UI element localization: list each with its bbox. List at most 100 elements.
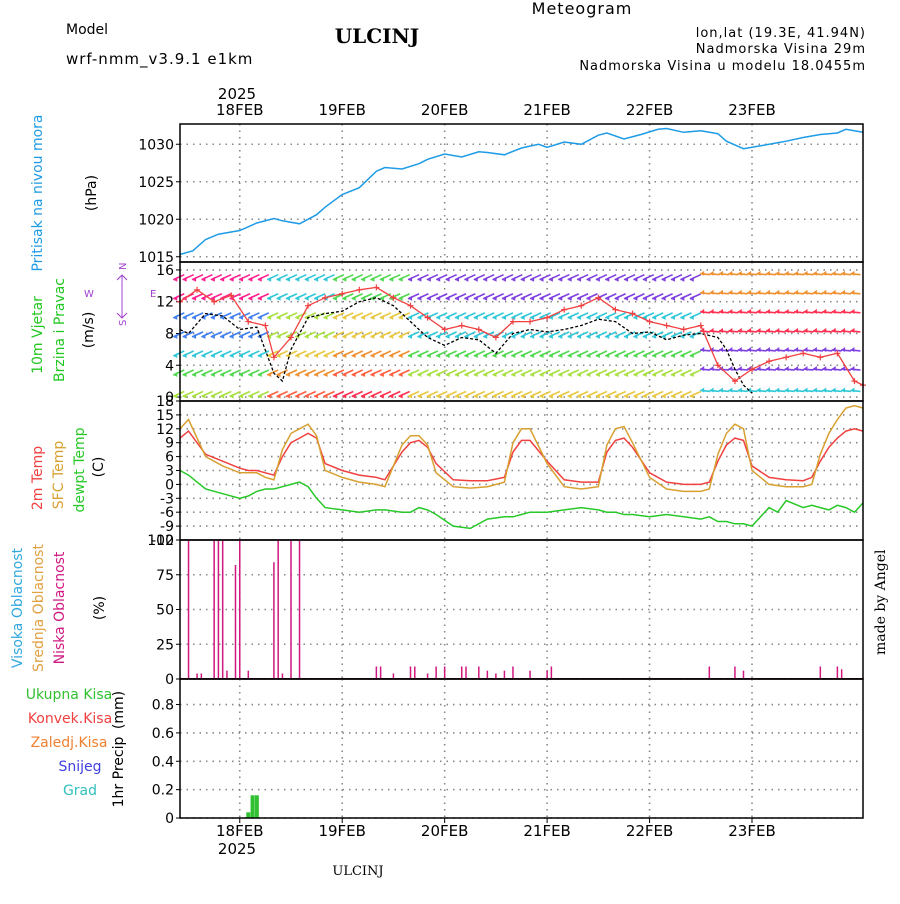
wind-gust-marker — [800, 350, 807, 357]
wind-arrow-head — [351, 372, 356, 378]
wind-arrow-head — [398, 352, 403, 358]
wind-gust-marker — [262, 322, 269, 329]
clouds-bar — [409, 666, 412, 679]
footer-station: ULCINJ — [332, 864, 383, 879]
wind-arrow-head — [379, 295, 384, 301]
wind-arrow-head — [229, 372, 234, 378]
wind-arrow-head — [700, 270, 705, 276]
compass-n: N — [118, 263, 129, 270]
temperature-ytick-label: -12 — [151, 533, 174, 549]
wind-arrow-head — [464, 295, 469, 301]
wind-arrow-head — [680, 372, 685, 378]
wind-arrow-head — [558, 276, 563, 282]
wind-arrow-head — [267, 333, 272, 339]
wind-arrow-head — [248, 372, 253, 378]
wind-arrow-head — [850, 327, 855, 333]
wind-arrow-head — [586, 393, 591, 399]
wind-arrow-head — [436, 352, 441, 358]
wind-arrow-head — [492, 295, 497, 301]
wind-arrow-head — [492, 372, 497, 378]
wind-arrow-head — [605, 333, 610, 339]
precip-ytick-label: 0.2 — [152, 783, 174, 799]
wind-arrow-head — [671, 276, 676, 282]
wind-arrow-head — [192, 276, 197, 282]
wind-gust-marker — [441, 326, 448, 333]
wind-arrow-head — [257, 393, 262, 399]
wind-arrow-head — [483, 393, 488, 399]
wind-arrow-head — [295, 372, 300, 378]
wind-arrow-head — [747, 289, 752, 295]
wind-arrow-head — [689, 372, 694, 378]
wind-arrow-head — [173, 295, 178, 301]
wind-arrow-head — [332, 393, 337, 399]
wind-arrow-head — [803, 366, 808, 372]
wind-arrow-head — [530, 295, 535, 301]
wind-arrow-head — [220, 276, 225, 282]
wind-arrow-head — [577, 295, 582, 301]
wind-arrow-head — [473, 276, 478, 282]
wind-arrow-head — [803, 270, 808, 276]
wind-arrow-head — [379, 333, 384, 339]
wind-arrow-head — [351, 352, 356, 358]
wind-arrow-head — [173, 333, 178, 339]
wind-arrow-head — [417, 333, 422, 339]
wind-gust-marker — [595, 294, 602, 301]
wind-arrow-head — [784, 270, 789, 276]
precip-legend-item: Zaledj.Kisa — [31, 735, 108, 751]
wind-arrow-head — [614, 352, 619, 358]
wind-arrow-head — [784, 289, 789, 295]
wind-arrow-head — [455, 314, 460, 320]
temperature-ytick-label: 12 — [156, 422, 174, 438]
wind-arrow-head — [567, 295, 572, 301]
temperature-ytick-label: -3 — [160, 491, 174, 507]
wind-arrow-head — [765, 270, 770, 276]
clouds-frame — [179, 539, 864, 680]
wind-arrow-head — [605, 393, 610, 399]
wind-ytick-label: 12 — [156, 295, 174, 311]
compass-arrows — [116, 274, 128, 319]
wind-arrow-head — [661, 333, 666, 339]
wind-arrow-head — [379, 276, 384, 282]
wind-arrow-head — [314, 352, 319, 358]
wind-arrow-head — [831, 366, 836, 372]
precip-frame — [179, 678, 864, 819]
clouds-bar — [708, 666, 711, 679]
clouds-bar — [217, 540, 220, 679]
wind-arrow-head — [567, 393, 572, 399]
wind-arrow-head — [595, 393, 600, 399]
wind-label-line1: 10m Vjetar — [30, 296, 46, 374]
wind-arrow-head — [850, 346, 855, 352]
wind-arrow-head — [210, 276, 215, 282]
wind-arrow-head — [605, 314, 610, 320]
wind-series-line — [179, 297, 753, 394]
wind-arrow-head — [558, 393, 563, 399]
wind-arrow-head — [473, 393, 478, 399]
clouds-ytick-label: 75 — [156, 568, 174, 584]
wind-gust-marker — [527, 318, 534, 325]
bottom-day-label: 19FEB — [318, 822, 365, 840]
wind-arrow-head — [737, 289, 742, 295]
wind-arrow-head — [445, 276, 450, 282]
wind-arrow-head — [285, 372, 290, 378]
top-day-label: 22FEB — [626, 101, 673, 119]
wind-arrow-head — [558, 333, 563, 339]
wind-gust-marker — [194, 286, 201, 293]
wind-arrow-head — [841, 327, 846, 333]
wind-arrow-head — [295, 393, 300, 399]
clouds-bar — [273, 562, 275, 679]
wind-arrow-head — [455, 276, 460, 282]
wind-arrow-head — [257, 352, 262, 358]
wind-arrow-head — [661, 372, 666, 378]
wind-gust-marker — [783, 354, 790, 361]
wind-arrow-head — [361, 276, 366, 282]
wind-arrow-head — [680, 352, 685, 358]
top-day-label: 21FEB — [523, 101, 570, 119]
wind-arrow-head — [709, 270, 714, 276]
wind-arrow-head — [595, 333, 600, 339]
panels: 101510201025103004812161815129630-3-6-9-… — [138, 123, 866, 827]
wind-arrow-head — [483, 333, 488, 339]
wind-arrow-head — [841, 387, 846, 393]
wind-arrow-head — [210, 333, 215, 339]
temp-label-sfc: SFC Temp — [51, 441, 67, 510]
